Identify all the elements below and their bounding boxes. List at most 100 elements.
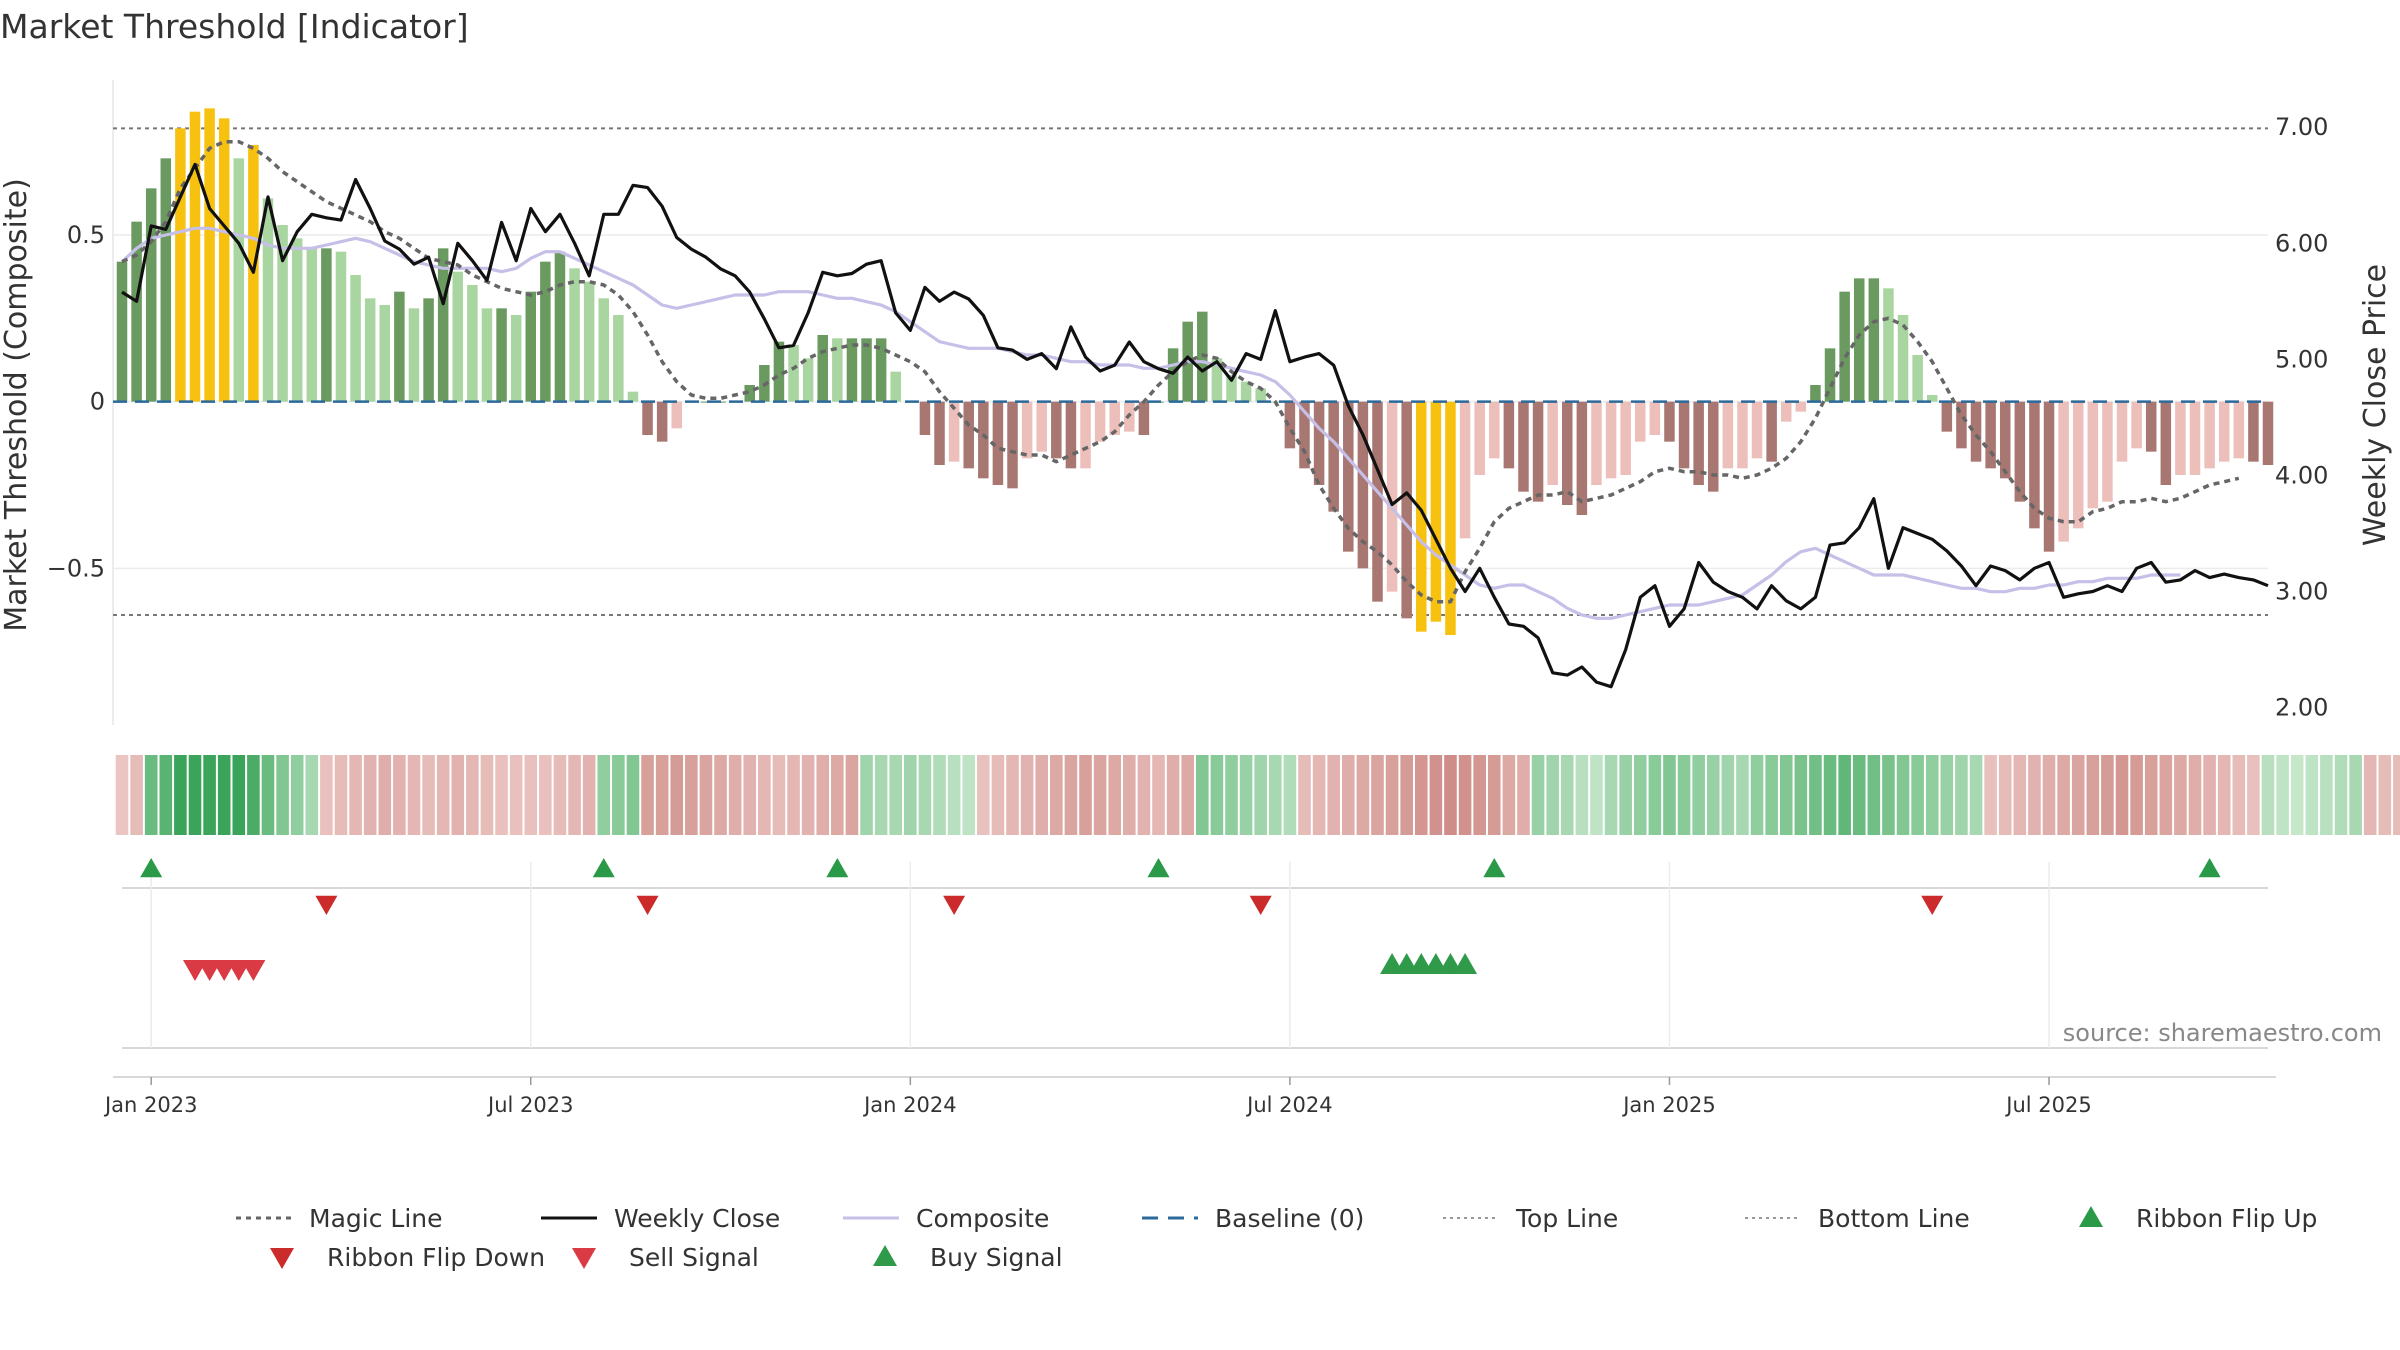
composite-bar: [1284, 401, 1296, 449]
composite-bar: [1445, 401, 1456, 635]
composite-bar: [890, 371, 901, 402]
composite-bar: [583, 281, 595, 402]
composite-bar: [379, 305, 391, 402]
composite-bar: [1999, 401, 2011, 479]
ribbon-cell: [1955, 755, 1968, 835]
ribbon-cell: [1166, 755, 1180, 835]
y2-axis-label: Weekly Close Price: [2358, 264, 2393, 546]
ribbon-cell: [1823, 755, 1837, 835]
ribbon-cell: [1794, 755, 1808, 835]
ribbon-cell: [1225, 755, 1238, 835]
ribbon-cell: [860, 755, 873, 835]
composite-bar: [1138, 401, 1150, 435]
ribbon-cell: [1984, 755, 1997, 835]
ribbon-cell: [655, 755, 669, 835]
ribbon-cell: [1050, 755, 1063, 835]
ribbon-cell: [1079, 755, 1092, 835]
composite-bar: [2248, 401, 2259, 462]
ribbon-cell: [1765, 755, 1778, 835]
ribbon-cell: [758, 755, 771, 835]
ribbon-cell: [1882, 755, 1895, 835]
ribbon-cell: [539, 755, 552, 835]
ribbon-cell: [2247, 755, 2260, 835]
composite-bar: [1795, 401, 1807, 412]
source-label: source: sharemaestro.com: [2063, 1019, 2382, 1047]
composite-bar: [1664, 401, 1675, 442]
ribbon-cell: [2363, 755, 2377, 835]
composite-bar: [2102, 401, 2113, 502]
ribbon-panel: [115, 755, 2400, 835]
ribbon-cell: [2174, 755, 2187, 835]
composite-bar: [788, 345, 799, 402]
ribbon-cell: [1750, 755, 1764, 835]
composite-bar: [978, 401, 989, 479]
ribbon-cell: [1327, 755, 1340, 835]
x-axis: Jan 2023 Jul 2023 Jan 2024 Jul 2024 Jan 2025…: [103, 1077, 2092, 1117]
ribbon-cell: [2320, 755, 2333, 835]
composite-bar: [1328, 401, 1339, 512]
legend-label: Ribbon Flip Up: [2136, 1204, 2317, 1233]
composite-bar: [1532, 401, 1544, 502]
ribbon-cell: [1531, 755, 1545, 835]
ribbon-cell: [1502, 755, 1516, 835]
composite-bar: [1897, 315, 1909, 402]
ribbon-cell: [1648, 755, 1662, 835]
composite-bar: [1751, 401, 1763, 459]
ribbon-cell: [144, 755, 158, 835]
ribbon-cell: [2013, 755, 2027, 835]
ribbon-cell: [2028, 755, 2041, 835]
ribbon-cell: [261, 755, 275, 835]
ribbon-flip-up-marker: [1483, 858, 1506, 878]
legend-marker: [270, 1248, 294, 1269]
composite-bar: [817, 335, 828, 402]
ribbon-cell: [1736, 755, 1749, 835]
composite-bar: [1970, 401, 1982, 462]
composite-bar: [1007, 401, 1018, 489]
main-panel: 0.5 0 −0.5 7.00 6.00 5.00 4.00 3.00 2.00: [47, 80, 2328, 725]
legend-label: Top Line: [1515, 1204, 1618, 1233]
ribbon-cell: [509, 755, 523, 835]
ribbon-cell: [772, 755, 786, 835]
ribbon-cell: [874, 755, 888, 835]
ribbon-cell: [2378, 755, 2392, 835]
ribbon-flip-up-marker: [592, 858, 615, 878]
ribbon-cell: [1268, 755, 1282, 835]
y2-tick-label: 2.00: [2275, 694, 2328, 722]
ribbon-cell: [174, 755, 187, 835]
signal-panel: [113, 858, 2276, 1078]
ribbon-cell: [480, 755, 494, 835]
composite-bar: [1649, 401, 1661, 435]
composite-bar: [2029, 401, 2040, 529]
composite-bar: [1109, 401, 1120, 435]
composite-bar: [744, 385, 755, 402]
ribbon-cell: [1341, 755, 1355, 835]
x-tick-label: Jul 2025: [2004, 1093, 2091, 1117]
ribbon-flip-down-marker: [1249, 895, 1272, 915]
ribbon-cell: [2071, 755, 2085, 835]
ribbon-cell: [1969, 755, 1983, 835]
ribbon-cell: [685, 755, 698, 835]
composite-bar: [437, 248, 449, 402]
composite-bar: [116, 261, 128, 402]
legend-label: Ribbon Flip Down: [327, 1243, 545, 1272]
ribbon-cell: [393, 755, 406, 835]
composite-bar: [510, 315, 522, 402]
sell-signal-marker: [241, 960, 266, 981]
composite-bar: [423, 298, 434, 402]
ribbon-cell: [728, 755, 742, 835]
y2-tick-label: 6.00: [2275, 229, 2328, 257]
composite-bar: [394, 291, 405, 402]
ribbon-cell: [407, 755, 421, 835]
ribbon-cell: [1035, 755, 1049, 835]
composite-bar: [919, 401, 931, 435]
ribbon-flip-up-marker: [1147, 858, 1170, 878]
ribbon-cell: [1137, 755, 1151, 835]
composite-bar: [613, 315, 624, 402]
composite-bar: [1707, 401, 1719, 492]
ribbon-cell: [2276, 755, 2289, 835]
y2-tick-label: 4.00: [2275, 461, 2328, 489]
ribbon-cell: [641, 755, 654, 835]
ribbon-cell: [159, 755, 173, 835]
ribbon-cell: [2232, 755, 2246, 835]
